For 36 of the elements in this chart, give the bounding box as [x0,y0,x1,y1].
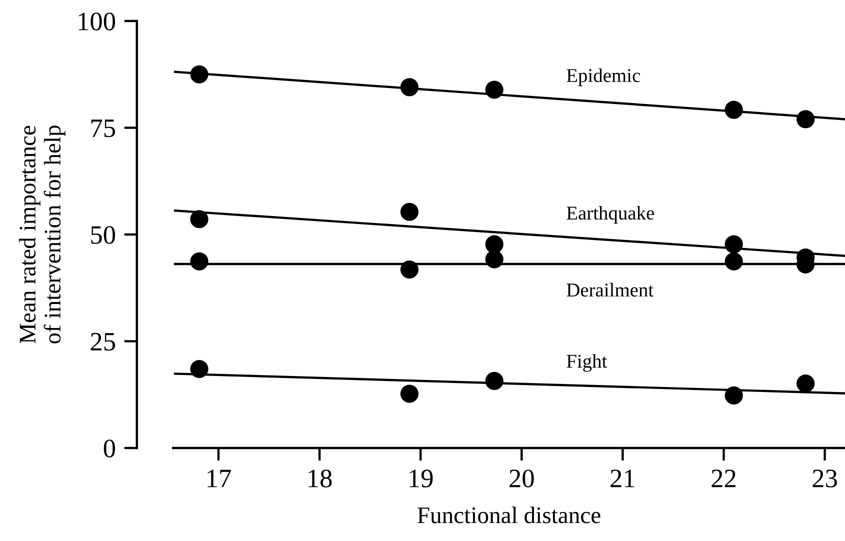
point [400,260,419,279]
series-label: Fight [566,354,608,372]
point [724,252,743,270]
x-tick-label: 21 [610,470,634,488]
point [485,250,504,268]
y-axis-title: Mean rated importance of intervention for help [18,126,66,344]
x-tick-label: 23 [812,470,837,488]
point [724,386,743,405]
x-tick-label: 22 [712,470,736,488]
point [724,100,743,119]
point [190,210,208,228]
point [796,374,815,393]
x-tick-label: 19 [410,470,433,488]
y-tick-label: 100 [78,12,116,30]
x-tick-label: 17 [208,470,231,488]
point [485,80,504,99]
x-tick-label: 18 [308,470,332,488]
point [400,384,419,403]
y-tick-label: 0 [104,440,116,458]
point [190,252,208,270]
point [400,78,419,96]
x-axis-title: Functional distance [418,506,600,524]
point [485,235,504,254]
y-tick-label: 75 [91,120,116,138]
y-tick-label: 50 [91,226,116,244]
point [190,360,208,378]
series-label: Epidemic [566,68,640,86]
point [724,235,743,254]
series-label: Earthquake [566,206,654,224]
point [796,110,815,128]
point [190,65,208,84]
point [400,202,419,221]
series-label: Derailment [566,282,654,297]
point [485,372,504,390]
y-tick-label: 25 [90,332,116,351]
x-tick-label: 20 [510,470,534,488]
